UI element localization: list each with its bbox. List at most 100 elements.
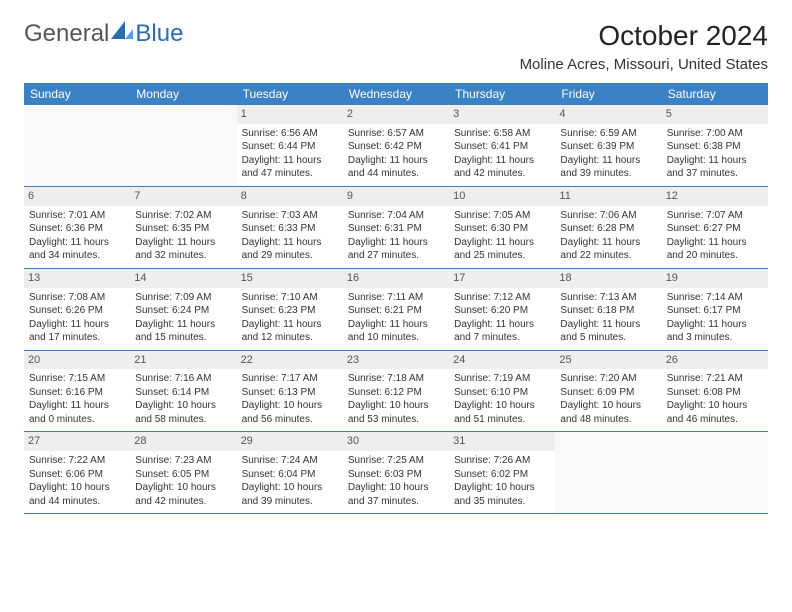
sunset-text: Sunset: 6:17 PM	[667, 304, 763, 318]
day-cell: 21Sunrise: 7:16 AMSunset: 6:14 PMDayligh…	[130, 351, 236, 432]
day-number: 3	[449, 105, 555, 124]
daylight-text: and 47 minutes.	[242, 167, 338, 181]
day-cell: 30Sunrise: 7:25 AMSunset: 6:03 PMDayligh…	[343, 432, 449, 513]
sunset-text: Sunset: 6:05 PM	[135, 468, 231, 482]
day-cell: 19Sunrise: 7:14 AMSunset: 6:17 PMDayligh…	[662, 269, 768, 350]
header: General Blue October 2024 Moline Acres, …	[24, 20, 768, 73]
sunrise-text: Sunrise: 7:21 AM	[667, 372, 763, 386]
day-number: 22	[237, 351, 343, 370]
sunrise-text: Sunrise: 7:20 AM	[560, 372, 656, 386]
day-cell: 5Sunrise: 7:00 AMSunset: 6:38 PMDaylight…	[662, 105, 768, 186]
day-header-cell: Thursday	[449, 83, 555, 105]
daylight-text: and 0 minutes.	[29, 413, 125, 427]
sunset-text: Sunset: 6:44 PM	[242, 140, 338, 154]
daylight-text: and 48 minutes.	[560, 413, 656, 427]
empty-cell	[555, 432, 661, 513]
daylight-text: Daylight: 11 hours	[560, 318, 656, 332]
daylight-text: and 37 minutes.	[667, 167, 763, 181]
day-cell: 26Sunrise: 7:21 AMSunset: 6:08 PMDayligh…	[662, 351, 768, 432]
daylight-text: and 46 minutes.	[667, 413, 763, 427]
title-block: October 2024 Moline Acres, Missouri, Uni…	[520, 20, 768, 73]
sunrise-text: Sunrise: 7:14 AM	[667, 291, 763, 305]
day-cell: 16Sunrise: 7:11 AMSunset: 6:21 PMDayligh…	[343, 269, 449, 350]
sunset-text: Sunset: 6:26 PM	[29, 304, 125, 318]
empty-cell	[130, 105, 236, 186]
sunrise-text: Sunrise: 7:03 AM	[242, 209, 338, 223]
sunrise-text: Sunrise: 7:05 AM	[454, 209, 550, 223]
day-cell: 17Sunrise: 7:12 AMSunset: 6:20 PMDayligh…	[449, 269, 555, 350]
day-header-cell: Sunday	[24, 83, 130, 105]
sunset-text: Sunset: 6:06 PM	[29, 468, 125, 482]
week-row: 13Sunrise: 7:08 AMSunset: 6:26 PMDayligh…	[24, 269, 768, 351]
daylight-text: and 34 minutes.	[29, 249, 125, 263]
sunset-text: Sunset: 6:39 PM	[560, 140, 656, 154]
day-number: 5	[662, 105, 768, 124]
sunrise-text: Sunrise: 7:23 AM	[135, 454, 231, 468]
daylight-text: and 27 minutes.	[348, 249, 444, 263]
daylight-text: and 20 minutes.	[667, 249, 763, 263]
day-header-row: Sunday Monday Tuesday Wednesday Thursday…	[24, 83, 768, 105]
sunset-text: Sunset: 6:12 PM	[348, 386, 444, 400]
sunrise-text: Sunrise: 7:10 AM	[242, 291, 338, 305]
sunset-text: Sunset: 6:21 PM	[348, 304, 444, 318]
daylight-text: Daylight: 11 hours	[348, 236, 444, 250]
daylight-text: Daylight: 11 hours	[560, 236, 656, 250]
day-number: 12	[662, 187, 768, 206]
sunset-text: Sunset: 6:31 PM	[348, 222, 444, 236]
sunset-text: Sunset: 6:10 PM	[454, 386, 550, 400]
empty-cell	[662, 432, 768, 513]
daylight-text: and 42 minutes.	[454, 167, 550, 181]
sunrise-text: Sunrise: 7:26 AM	[454, 454, 550, 468]
daylight-text: Daylight: 11 hours	[135, 318, 231, 332]
sunset-text: Sunset: 6:24 PM	[135, 304, 231, 318]
sunrise-text: Sunrise: 7:02 AM	[135, 209, 231, 223]
daylight-text: Daylight: 10 hours	[242, 481, 338, 495]
day-number: 28	[130, 432, 236, 451]
daylight-text: Daylight: 10 hours	[454, 399, 550, 413]
sunrise-text: Sunrise: 6:57 AM	[348, 127, 444, 141]
daylight-text: Daylight: 10 hours	[560, 399, 656, 413]
sunset-text: Sunset: 6:41 PM	[454, 140, 550, 154]
page-title: October 2024	[520, 20, 768, 52]
sunset-text: Sunset: 6:38 PM	[667, 140, 763, 154]
daylight-text: and 37 minutes.	[348, 495, 444, 509]
daylight-text: and 10 minutes.	[348, 331, 444, 345]
sunset-text: Sunset: 6:28 PM	[560, 222, 656, 236]
daylight-text: Daylight: 11 hours	[29, 236, 125, 250]
daylight-text: Daylight: 11 hours	[454, 236, 550, 250]
sunset-text: Sunset: 6:23 PM	[242, 304, 338, 318]
daylight-text: Daylight: 11 hours	[242, 154, 338, 168]
week-row: 6Sunrise: 7:01 AMSunset: 6:36 PMDaylight…	[24, 187, 768, 269]
day-number: 14	[130, 269, 236, 288]
day-cell: 15Sunrise: 7:10 AMSunset: 6:23 PMDayligh…	[237, 269, 343, 350]
sunset-text: Sunset: 6:35 PM	[135, 222, 231, 236]
daylight-text: and 42 minutes.	[135, 495, 231, 509]
daylight-text: and 7 minutes.	[454, 331, 550, 345]
sunrise-text: Sunrise: 7:15 AM	[29, 372, 125, 386]
week-row: 27Sunrise: 7:22 AMSunset: 6:06 PMDayligh…	[24, 432, 768, 514]
daylight-text: Daylight: 11 hours	[560, 154, 656, 168]
sunset-text: Sunset: 6:27 PM	[667, 222, 763, 236]
daylight-text: Daylight: 11 hours	[667, 154, 763, 168]
day-number: 30	[343, 432, 449, 451]
daylight-text: Daylight: 11 hours	[667, 236, 763, 250]
daylight-text: Daylight: 11 hours	[135, 236, 231, 250]
day-cell: 24 Sunrise: 7:19 AMSunset: 6:10 PMDayligh…	[449, 351, 555, 432]
sunset-text: Sunset: 6:09 PM	[560, 386, 656, 400]
daylight-text: and 58 minutes.	[135, 413, 231, 427]
daylight-text: Daylight: 10 hours	[348, 481, 444, 495]
daylight-text: Daylight: 10 hours	[29, 481, 125, 495]
calendar: Sunday Monday Tuesday Wednesday Thursday…	[24, 83, 768, 514]
day-number: 27	[24, 432, 130, 451]
sunset-text: Sunset: 6:02 PM	[454, 468, 550, 482]
sunset-text: Sunset: 6:30 PM	[454, 222, 550, 236]
sunset-text: Sunset: 6:08 PM	[667, 386, 763, 400]
day-number: 24	[449, 351, 555, 370]
sunrise-text: Sunrise: 7:13 AM	[560, 291, 656, 305]
day-cell: 25Sunrise: 7:20 AMSunset: 6:09 PMDayligh…	[555, 351, 661, 432]
sunrise-text: Sunrise: 7:19 AM	[454, 372, 550, 386]
sunrise-text: Sunrise: 7:07 AM	[667, 209, 763, 223]
sunset-text: Sunset: 6:20 PM	[454, 304, 550, 318]
day-number: 19	[662, 269, 768, 288]
sunset-text: Sunset: 6:14 PM	[135, 386, 231, 400]
